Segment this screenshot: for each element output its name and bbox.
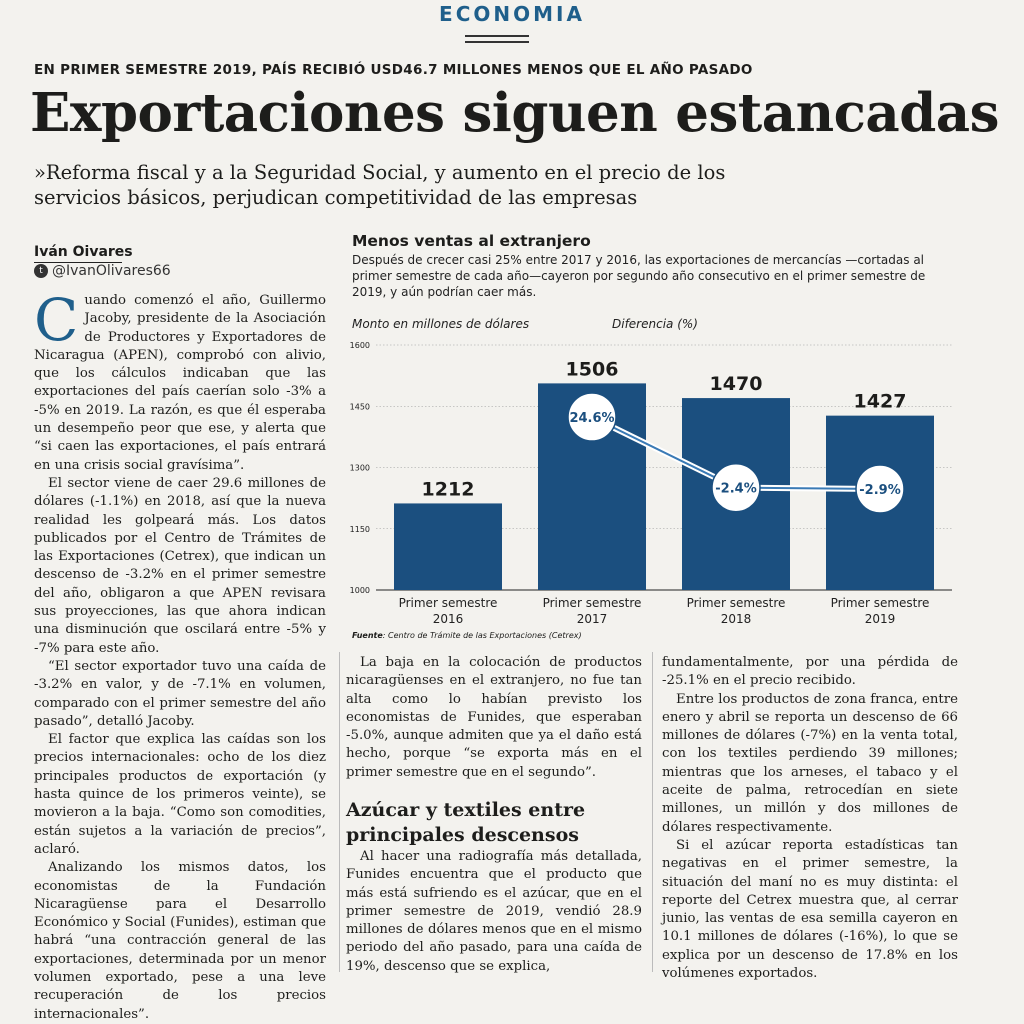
section-title: ECONOMIA (439, 2, 585, 26)
x-tick-label: 2019 (865, 612, 896, 626)
y-tick-label: 1450 (350, 402, 370, 411)
difference-marker (855, 464, 905, 514)
chart-title: Menos ventas al extranjero (352, 232, 591, 250)
column-2: La baja en la colocación de productos ni… (346, 654, 642, 782)
author-rule (34, 262, 122, 263)
author-handle: t @IvanOlivares66 (34, 263, 171, 279)
chart-y-label: Monto en millones de dólares (352, 317, 530, 331)
chart-y2-label: Diferencia (%) (612, 317, 698, 331)
y-tick-label: 1150 (350, 525, 370, 534)
kicker: En primer semestre 2019, país recibió US… (34, 62, 753, 78)
difference-marker (711, 462, 761, 513)
y-tick-label: 1300 (350, 464, 370, 473)
difference-label: 24.6% (569, 411, 614, 426)
bar (394, 503, 502, 590)
section-rule-top (465, 35, 529, 37)
bar-value-label: 1470 (710, 373, 763, 395)
x-tick-label: Primer semestre (831, 596, 930, 610)
paragraph: Entre los productos de zona franca, entr… (662, 691, 958, 835)
x-tick-label: 2016 (433, 612, 464, 626)
drop-cap: C (34, 286, 79, 354)
section-rule-bottom (465, 41, 529, 43)
bar-chart: 1000 1150 1300 1450 1600 1212 Primer semestre 2… (350, 341, 952, 626)
y-tick-label: 1000 (350, 586, 370, 595)
subhead: »Reforma fiscal y a la Seguridad Social,… (34, 161, 726, 209)
bar-value-label: 1506 (566, 358, 619, 380)
paragraph: Al hacer una radiografía más detallada, … (346, 849, 642, 974)
paragraph: La baja en la colocación de productos ni… (346, 655, 642, 780)
paragraph: El factor que explica las caídas son los… (34, 732, 326, 857)
difference-label: -2.4% (715, 482, 756, 497)
x-tick-label: Primer semestre (399, 596, 498, 610)
paragraph: El sector viene de caer 29.6 millones de… (34, 475, 326, 656)
difference-label: -2.9% (859, 483, 900, 498)
column-divider (339, 652, 340, 972)
paragraph: fundamentalmente, por una pérdida de -25… (662, 655, 958, 689)
bar-value-label: 1427 (854, 391, 907, 413)
paragraph: Si el azúcar reporta estadísticas tan ne… (662, 837, 958, 982)
difference-marker (567, 392, 617, 442)
column-2-continued: Al hacer una radiografía más detallada, … (346, 848, 642, 976)
difference-line-core (591, 416, 737, 489)
x-tick-label: Primer semestre (687, 596, 786, 610)
x-tick-label: 2017 (577, 612, 608, 626)
paragraph: Analizando los mismos datos, los economi… (34, 860, 326, 1022)
paragraph: “El sector exportador tuvo una caída de … (34, 658, 326, 729)
chart-source: Fuente: Centro de Trámite de las Exporta… (352, 631, 582, 640)
y-tick-label: 1600 (350, 341, 370, 350)
chart-description: Después de crecer casi 25% entre 2017 y … (352, 253, 926, 299)
column-3: fundamentalmente, por una pérdida de -25… (662, 654, 958, 983)
x-tick-label: 2018 (721, 612, 752, 626)
author-name: Iván Oivares (34, 244, 133, 260)
author-handle-text: @IvanOlivares66 (52, 263, 171, 279)
twitter-icon: t (34, 264, 48, 278)
paragraph-text: uando comenzó el año, Guillermo Jacoby, … (34, 293, 326, 473)
column-divider (652, 652, 653, 972)
subsection-heading: Azúcar y textiles entre principales desc… (346, 799, 586, 846)
x-tick-label: Primer semestre (543, 596, 642, 610)
bar-value-label: 1212 (422, 478, 475, 500)
headline: Exportaciones siguen estancadas (30, 82, 1000, 144)
